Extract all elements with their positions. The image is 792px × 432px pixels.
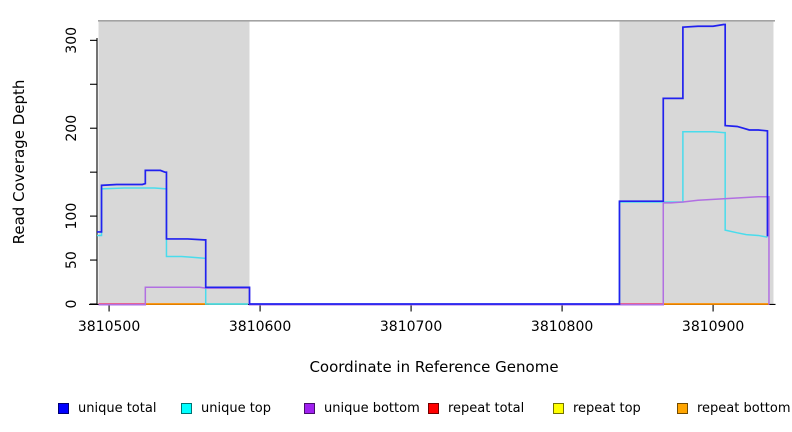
x-tick-label: 3810700 <box>380 319 442 335</box>
legend-label: repeat top <box>573 400 641 416</box>
legend-item-repeat-total: repeat total <box>428 398 524 418</box>
legend-label: unique bottom <box>324 400 420 416</box>
legend-swatch-icon <box>553 402 564 414</box>
x-axis-title: Coordinate in Reference Genome <box>309 358 559 376</box>
legend-swatch-icon <box>304 402 315 414</box>
legend-swatch-icon <box>181 402 192 414</box>
series-unique-total <box>97 23 769 305</box>
y-axis-title: Read Coverage Depth <box>10 79 28 245</box>
y-tick-label: 0 <box>64 300 80 309</box>
y-tick-label: 100 <box>64 203 80 230</box>
legend-item-unique-top: unique top <box>181 398 271 418</box>
plot-top-border <box>98 20 775 22</box>
y-tick-label: 50 <box>64 251 80 269</box>
shaded-region <box>98 21 250 304</box>
legend-label: repeat total <box>448 400 525 416</box>
legend-swatch-icon <box>428 402 439 414</box>
legend-label: repeat bottom <box>697 400 791 416</box>
plot-legend: unique total unique top unique bottom repea… <box>0 398 792 424</box>
legend-label: unique top <box>201 400 272 416</box>
series-unique-top <box>618 130 768 304</box>
legend-item-repeat-top: repeat top <box>553 398 641 418</box>
x-tick-label: 3810900 <box>682 319 744 335</box>
legend-swatch-icon <box>58 402 69 414</box>
legend-item-unique-total: unique total <box>58 398 156 418</box>
legend-item-repeat-bottom: repeat bottom <box>677 398 791 418</box>
y-tick-label: 200 <box>64 115 80 142</box>
series-unique-bottom <box>98 195 770 306</box>
x-tick-label: 3810600 <box>229 319 291 335</box>
legend-label: unique total <box>78 400 157 416</box>
legend-swatch-icon <box>677 402 688 414</box>
y-tick-label: 300 <box>64 27 80 54</box>
x-tick-label: 3810500 <box>78 319 140 335</box>
x-tick-label: 3810800 <box>531 319 593 335</box>
shaded-region <box>619 21 774 304</box>
legend-item-unique-bottom: unique bottom <box>304 398 420 418</box>
